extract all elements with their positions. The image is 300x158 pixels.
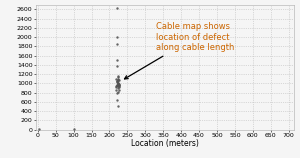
Point xyxy=(116,83,121,85)
Point xyxy=(115,81,119,84)
Point xyxy=(115,85,120,88)
Point xyxy=(116,83,121,85)
Point xyxy=(116,78,121,81)
Point xyxy=(115,59,119,61)
Point xyxy=(115,84,119,87)
Point xyxy=(114,86,119,89)
Point xyxy=(115,80,119,82)
Point xyxy=(114,85,119,88)
Point xyxy=(116,82,121,85)
Point xyxy=(116,85,121,88)
Point xyxy=(117,84,122,86)
Point xyxy=(114,88,119,91)
Point xyxy=(116,104,121,107)
X-axis label: Location (meters): Location (meters) xyxy=(131,139,199,148)
Point xyxy=(116,76,120,79)
Point xyxy=(117,85,122,88)
Point xyxy=(114,78,119,80)
Point xyxy=(115,83,119,86)
Point xyxy=(115,79,120,81)
Point xyxy=(115,75,120,77)
Point xyxy=(114,92,119,95)
Point xyxy=(116,82,120,85)
Point xyxy=(116,79,121,81)
Point xyxy=(115,99,120,101)
Point xyxy=(115,36,119,38)
Point xyxy=(116,83,121,86)
Point xyxy=(116,84,120,87)
Point xyxy=(115,79,120,82)
Point xyxy=(116,84,121,87)
Point xyxy=(71,128,76,131)
Point xyxy=(37,128,41,131)
Point xyxy=(115,7,119,10)
Point xyxy=(116,90,120,93)
Point xyxy=(115,77,120,80)
Point xyxy=(115,87,120,89)
Point xyxy=(115,64,120,67)
Point xyxy=(115,43,119,45)
Text: Cable map shows
location of defect
along cable length: Cable map shows location of defect along… xyxy=(124,22,234,79)
Point xyxy=(116,89,121,91)
